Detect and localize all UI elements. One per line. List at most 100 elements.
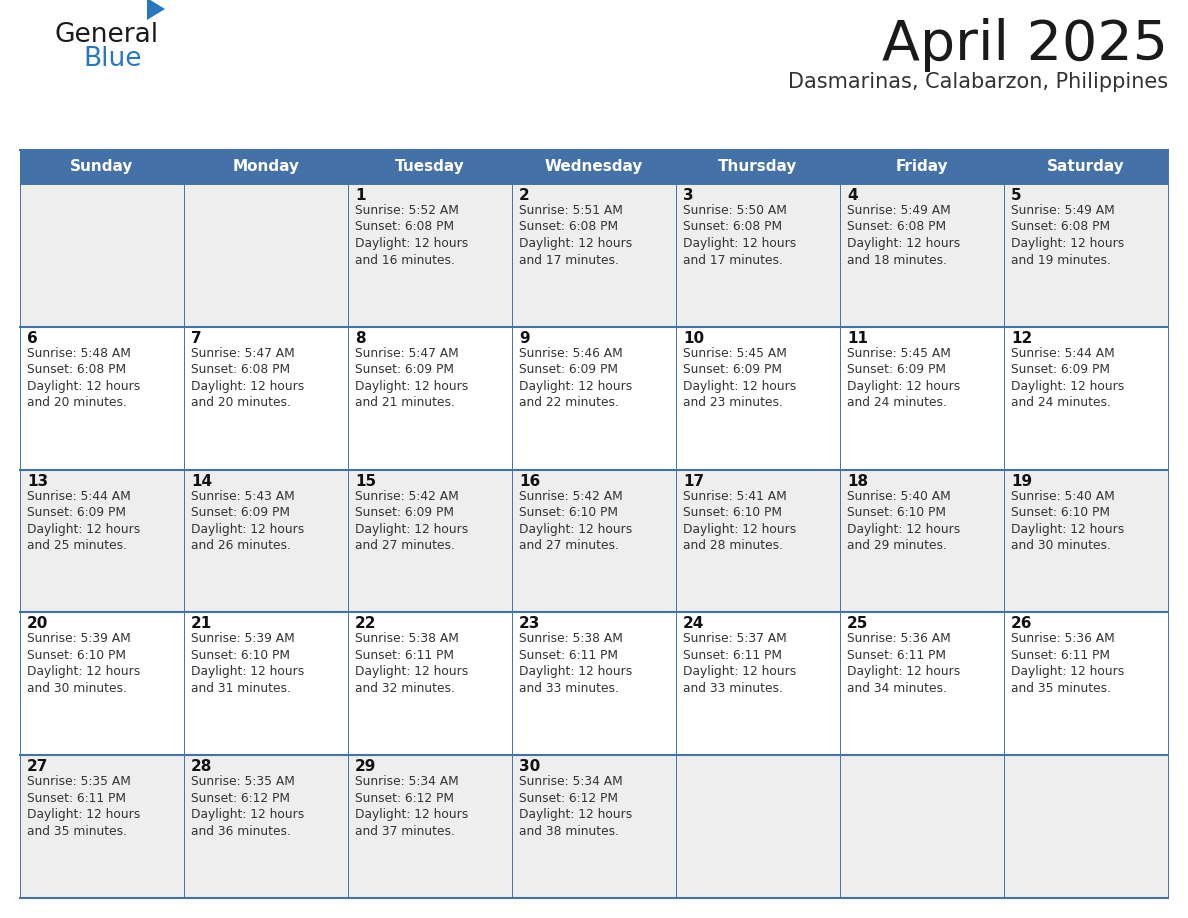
Text: Sunday: Sunday [70,160,134,174]
Text: Sunrise: 5:35 AM
Sunset: 6:11 PM
Daylight: 12 hours
and 35 minutes.: Sunrise: 5:35 AM Sunset: 6:11 PM Dayligh… [27,775,140,838]
Text: Sunrise: 5:45 AM
Sunset: 6:09 PM
Daylight: 12 hours
and 24 minutes.: Sunrise: 5:45 AM Sunset: 6:09 PM Dayligh… [847,347,960,409]
Text: Sunrise: 5:46 AM
Sunset: 6:09 PM
Daylight: 12 hours
and 22 minutes.: Sunrise: 5:46 AM Sunset: 6:09 PM Dayligh… [519,347,632,409]
Text: 20: 20 [27,616,49,632]
Text: 29: 29 [355,759,377,774]
Text: Sunrise: 5:37 AM
Sunset: 6:11 PM
Daylight: 12 hours
and 33 minutes.: Sunrise: 5:37 AM Sunset: 6:11 PM Dayligh… [683,633,796,695]
Text: 4: 4 [847,188,858,203]
Bar [184,470,348,612]
Text: Saturday: Saturday [1047,160,1125,174]
Bar [676,756,840,898]
Text: 15: 15 [355,474,377,488]
Text: 1: 1 [355,188,366,203]
Bar [676,184,840,327]
Text: Sunrise: 5:35 AM
Sunset: 6:12 PM
Daylight: 12 hours
and 36 minutes.: Sunrise: 5:35 AM Sunset: 6:12 PM Dayligh… [191,775,304,838]
Text: 17: 17 [683,474,704,488]
Bar [1004,756,1168,898]
Text: 2: 2 [519,188,530,203]
Text: 23: 23 [519,616,541,632]
Text: Monday: Monday [233,160,299,174]
Bar [20,756,184,898]
Text: 18: 18 [847,474,868,488]
Text: Sunrise: 5:42 AM
Sunset: 6:10 PM
Daylight: 12 hours
and 27 minutes.: Sunrise: 5:42 AM Sunset: 6:10 PM Dayligh… [519,489,632,552]
Text: Sunrise: 5:49 AM
Sunset: 6:08 PM
Daylight: 12 hours
and 18 minutes.: Sunrise: 5:49 AM Sunset: 6:08 PM Dayligh… [847,204,960,266]
Text: Sunrise: 5:47 AM
Sunset: 6:09 PM
Daylight: 12 hours
and 21 minutes.: Sunrise: 5:47 AM Sunset: 6:09 PM Dayligh… [355,347,468,409]
Text: 7: 7 [191,330,202,346]
Text: 24: 24 [683,616,704,632]
Text: 30: 30 [519,759,541,774]
Bar [1004,612,1168,756]
Bar [512,470,676,612]
Text: 9: 9 [519,330,530,346]
Text: Sunrise: 5:52 AM
Sunset: 6:08 PM
Daylight: 12 hours
and 16 minutes.: Sunrise: 5:52 AM Sunset: 6:08 PM Dayligh… [355,204,468,266]
Bar [184,184,348,327]
Text: 11: 11 [847,330,868,346]
Text: Sunrise: 5:38 AM
Sunset: 6:11 PM
Daylight: 12 hours
and 32 minutes.: Sunrise: 5:38 AM Sunset: 6:11 PM Dayligh… [355,633,468,695]
Text: Sunrise: 5:44 AM
Sunset: 6:09 PM
Daylight: 12 hours
and 24 minutes.: Sunrise: 5:44 AM Sunset: 6:09 PM Dayligh… [1011,347,1124,409]
Text: Sunrise: 5:47 AM
Sunset: 6:08 PM
Daylight: 12 hours
and 20 minutes.: Sunrise: 5:47 AM Sunset: 6:08 PM Dayligh… [191,347,304,409]
Bar [512,612,676,756]
Bar [184,612,348,756]
Text: 19: 19 [1011,474,1032,488]
Text: 8: 8 [355,330,366,346]
Text: Tuesday: Tuesday [396,160,465,174]
Text: Wednesday: Wednesday [545,160,643,174]
Bar [1004,470,1168,612]
Text: Sunrise: 5:39 AM
Sunset: 6:10 PM
Daylight: 12 hours
and 30 minutes.: Sunrise: 5:39 AM Sunset: 6:10 PM Dayligh… [27,633,140,695]
Text: 6: 6 [27,330,38,346]
Text: 28: 28 [191,759,213,774]
Text: Sunrise: 5:36 AM
Sunset: 6:11 PM
Daylight: 12 hours
and 35 minutes.: Sunrise: 5:36 AM Sunset: 6:11 PM Dayligh… [1011,633,1124,695]
Text: Friday: Friday [896,160,948,174]
Text: 5: 5 [1011,188,1022,203]
Text: General: General [55,22,159,48]
Bar [840,470,1004,612]
Bar [676,470,840,612]
Bar [676,612,840,756]
Text: Blue: Blue [83,46,141,72]
Text: 3: 3 [683,188,694,203]
Text: Sunrise: 5:34 AM
Sunset: 6:12 PM
Daylight: 12 hours
and 38 minutes.: Sunrise: 5:34 AM Sunset: 6:12 PM Dayligh… [519,775,632,838]
Text: Sunrise: 5:36 AM
Sunset: 6:11 PM
Daylight: 12 hours
and 34 minutes.: Sunrise: 5:36 AM Sunset: 6:11 PM Dayligh… [847,633,960,695]
Text: Sunrise: 5:40 AM
Sunset: 6:10 PM
Daylight: 12 hours
and 30 minutes.: Sunrise: 5:40 AM Sunset: 6:10 PM Dayligh… [1011,489,1124,552]
Text: Sunrise: 5:50 AM
Sunset: 6:08 PM
Daylight: 12 hours
and 17 minutes.: Sunrise: 5:50 AM Sunset: 6:08 PM Dayligh… [683,204,796,266]
Bar [20,612,184,756]
Text: Sunrise: 5:41 AM
Sunset: 6:10 PM
Daylight: 12 hours
and 28 minutes.: Sunrise: 5:41 AM Sunset: 6:10 PM Dayligh… [683,489,796,552]
Text: 12: 12 [1011,330,1032,346]
Bar [1004,327,1168,470]
Bar [20,327,184,470]
Text: April 2025: April 2025 [881,18,1168,72]
Text: 27: 27 [27,759,49,774]
Bar [20,150,1168,184]
Text: Thursday: Thursday [719,160,797,174]
Text: Sunrise: 5:51 AM
Sunset: 6:08 PM
Daylight: 12 hours
and 17 minutes.: Sunrise: 5:51 AM Sunset: 6:08 PM Dayligh… [519,204,632,266]
Bar [840,184,1004,327]
Text: 26: 26 [1011,616,1032,632]
Text: Sunrise: 5:44 AM
Sunset: 6:09 PM
Daylight: 12 hours
and 25 minutes.: Sunrise: 5:44 AM Sunset: 6:09 PM Dayligh… [27,489,140,552]
Text: Dasmarinas, Calabarzon, Philippines: Dasmarinas, Calabarzon, Philippines [788,72,1168,92]
Polygon shape [147,0,165,20]
Bar [348,184,512,327]
Bar [512,327,676,470]
Bar [20,184,184,327]
Text: 13: 13 [27,474,49,488]
Bar [184,327,348,470]
Bar [840,327,1004,470]
Text: 25: 25 [847,616,868,632]
Text: 10: 10 [683,330,704,346]
Text: 16: 16 [519,474,541,488]
Text: Sunrise: 5:40 AM
Sunset: 6:10 PM
Daylight: 12 hours
and 29 minutes.: Sunrise: 5:40 AM Sunset: 6:10 PM Dayligh… [847,489,960,552]
Bar [348,756,512,898]
Bar [512,756,676,898]
Text: Sunrise: 5:39 AM
Sunset: 6:10 PM
Daylight: 12 hours
and 31 minutes.: Sunrise: 5:39 AM Sunset: 6:10 PM Dayligh… [191,633,304,695]
Text: Sunrise: 5:34 AM
Sunset: 6:12 PM
Daylight: 12 hours
and 37 minutes.: Sunrise: 5:34 AM Sunset: 6:12 PM Dayligh… [355,775,468,838]
Text: Sunrise: 5:48 AM
Sunset: 6:08 PM
Daylight: 12 hours
and 20 minutes.: Sunrise: 5:48 AM Sunset: 6:08 PM Dayligh… [27,347,140,409]
Text: Sunrise: 5:38 AM
Sunset: 6:11 PM
Daylight: 12 hours
and 33 minutes.: Sunrise: 5:38 AM Sunset: 6:11 PM Dayligh… [519,633,632,695]
Text: Sunrise: 5:42 AM
Sunset: 6:09 PM
Daylight: 12 hours
and 27 minutes.: Sunrise: 5:42 AM Sunset: 6:09 PM Dayligh… [355,489,468,552]
Text: 21: 21 [191,616,213,632]
Bar [184,756,348,898]
Bar [1004,184,1168,327]
Text: Sunrise: 5:49 AM
Sunset: 6:08 PM
Daylight: 12 hours
and 19 minutes.: Sunrise: 5:49 AM Sunset: 6:08 PM Dayligh… [1011,204,1124,266]
Bar [676,327,840,470]
Bar [348,612,512,756]
Text: 14: 14 [191,474,213,488]
Text: 22: 22 [355,616,377,632]
